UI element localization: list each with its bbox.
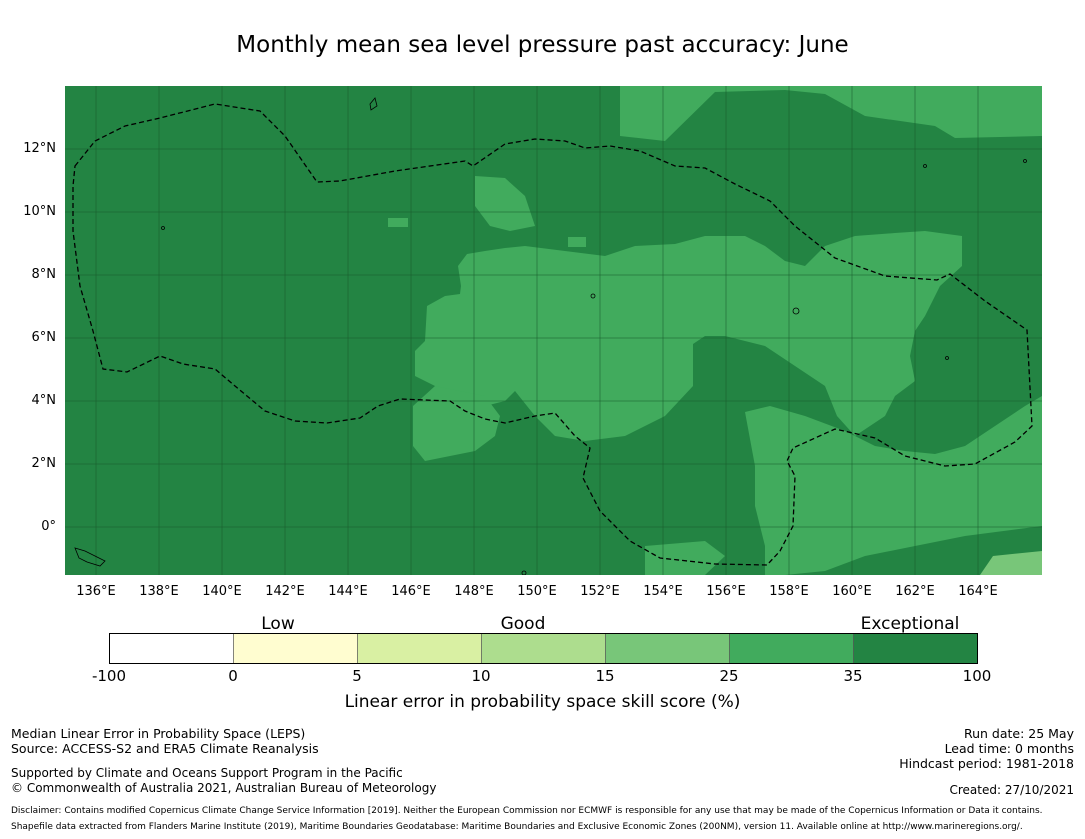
colorbar-title: Linear error in probability space skill … (344, 692, 741, 712)
x-tick-label: 142°E (265, 584, 305, 599)
shapefile-credit: Shapefile data extracted from Flanders M… (11, 822, 1023, 832)
colorbar-category-good: Good (500, 614, 546, 634)
hindcast-period: Hindcast period: 1981-2018 (899, 756, 1074, 771)
colorbar (109, 633, 978, 664)
colorbar-tick-label: 15 (595, 667, 615, 685)
y-tick-label: 8°N (31, 267, 57, 282)
x-tick-label: 164°E (958, 584, 998, 599)
colorbar-tick-label: 0 (228, 667, 238, 685)
colorbar-cell (357, 633, 482, 664)
disclaimer: Disclaimer: Contains modified Copernicus… (11, 806, 1043, 816)
x-tick-label: 150°E (517, 584, 557, 599)
colorbar-tick-label: 5 (352, 667, 362, 685)
x-tick-label: 154°E (643, 584, 683, 599)
islands (74, 97, 1027, 575)
colorbar-cell (233, 633, 358, 664)
colorbar-tick-label: 10 (471, 667, 491, 685)
colorbar-tick-label: -100 (91, 667, 127, 685)
colorbar-category-low: Low (261, 614, 295, 634)
y-tick-label: 12°N (23, 141, 56, 156)
colorbar-cell (481, 633, 606, 664)
x-tick-label: 156°E (706, 584, 746, 599)
lead-time: Lead time: 0 months (944, 741, 1074, 756)
colorbar-cell (853, 633, 978, 664)
y-tick-label: 10°N (23, 204, 56, 219)
colorbar-cell (109, 633, 234, 664)
skill-region-medium (388, 86, 1042, 575)
y-tick-label: 6°N (31, 330, 57, 345)
colorbar-tick-label: 25 (719, 667, 739, 685)
x-tick-label: 160°E (832, 584, 872, 599)
x-tick-label: 138°E (139, 584, 179, 599)
x-tick-label: 146°E (391, 584, 431, 599)
y-tick-label: 0° (41, 519, 56, 534)
colorbar-tick-label: 35 (843, 667, 863, 685)
x-tick-label: 152°E (580, 584, 620, 599)
colorbar-cell (729, 633, 854, 664)
x-tick-label: 148°E (454, 584, 494, 599)
x-tick-label: 136°E (76, 584, 116, 599)
footer-run-info: Run date: 25 May Lead time: 0 months Hin… (899, 726, 1074, 771)
chart-title: Monthly mean sea level pressure past acc… (236, 32, 849, 58)
footer-support-line: Supported by Climate and Oceans Support … (11, 766, 403, 780)
y-tick-label: 4°N (31, 393, 57, 408)
x-tick-label: 140°E (202, 584, 242, 599)
map-gridlines (65, 86, 1042, 575)
eez-boundary (72, 103, 1033, 566)
footer-copyright-line: © Commonwealth of Australia 2021, Austra… (11, 781, 437, 795)
colorbar-cell (605, 633, 730, 664)
footer-method-line: Median Linear Error in Probability Space… (11, 726, 306, 741)
footer-method: Median Linear Error in Probability Space… (11, 726, 319, 756)
skill-region-good (980, 551, 1042, 575)
footer-source-line: Source: ACCESS-S2 and ERA5 Climate Reana… (11, 741, 319, 756)
x-tick-label: 162°E (895, 584, 935, 599)
colorbar-tick-label: 100 (962, 667, 992, 685)
y-tick-label: 2°N (31, 456, 57, 471)
x-tick-label: 158°E (769, 584, 809, 599)
colorbar-category-exceptional: Exceptional (860, 614, 960, 634)
created-date: Created: 27/10/2021 (949, 783, 1074, 797)
skill-map (65, 86, 1042, 575)
run-date: Run date: 25 May (963, 726, 1074, 741)
x-tick-label: 144°E (328, 584, 368, 599)
footer-support: Supported by Climate and Oceans Support … (11, 766, 436, 796)
